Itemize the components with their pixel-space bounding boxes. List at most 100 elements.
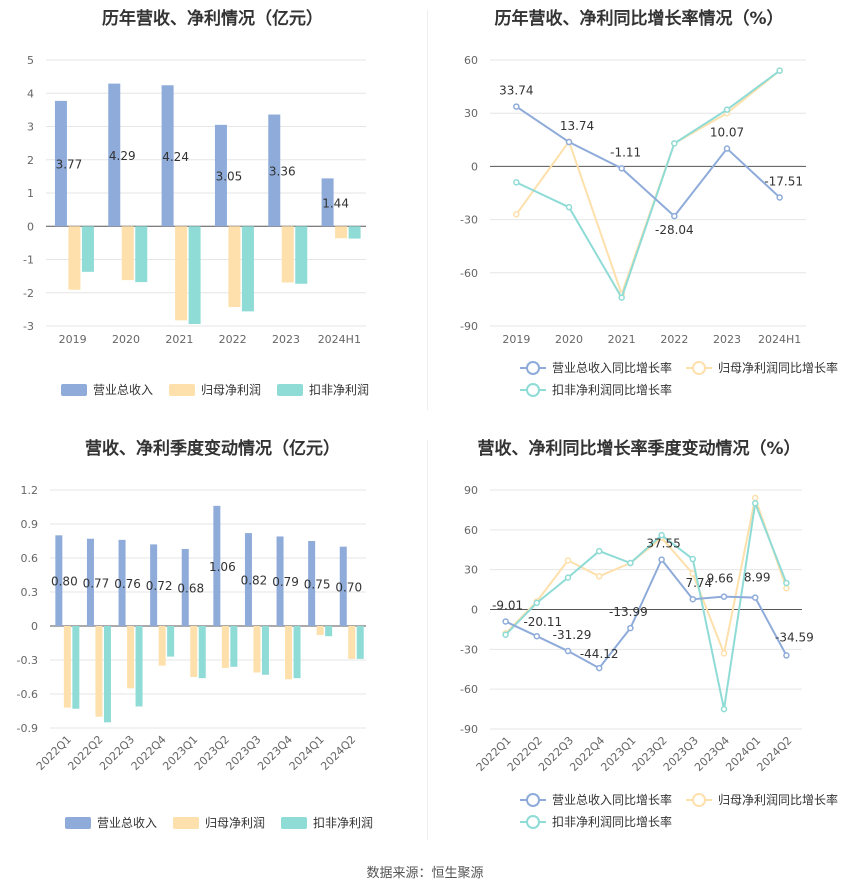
- y-tick-label: 1.2: [21, 484, 39, 497]
- divider: [427, 10, 428, 410]
- data-label: 0.70: [335, 580, 362, 594]
- data-point: [513, 103, 520, 110]
- y-tick-label: 0: [27, 220, 34, 233]
- data-point: [751, 500, 759, 507]
- bar: [325, 626, 333, 637]
- x-tick-label: 2021: [608, 333, 636, 346]
- y-tick-label: 1: [27, 187, 34, 200]
- data-point: [720, 705, 728, 713]
- y-tick-label: -90: [460, 320, 478, 333]
- annual-bar-chart-svg: 5 4 3 2 1 0 -1 -2 -3 2019 2020 2021 2022 2023 2024H1 3.…: [23, 54, 369, 397]
- bar: [181, 548, 189, 626]
- legend-label: 扣非净利润: [313, 816, 373, 830]
- y-tick-label: -3: [23, 320, 34, 333]
- y-tick-label: 60: [464, 524, 478, 537]
- data-label: 0.76: [114, 577, 141, 591]
- legend-label: 扣非净利润同比增长率: [552, 382, 672, 397]
- data-label: -31.29: [553, 628, 592, 642]
- annual-revenue-profit-chart: 历年营收、净利情况（亿元） 5 4 3 2 1 0 -1 -2 -3 2019 2020 2021 20…: [0, 0, 425, 410]
- bar: [321, 178, 334, 227]
- series-line: [515, 69, 781, 301]
- data-point: [513, 179, 520, 186]
- data-point: [533, 632, 541, 640]
- bar: [268, 114, 281, 227]
- y-tick-label: 2: [27, 154, 34, 167]
- bar: [55, 535, 63, 626]
- data-point: [564, 574, 572, 581]
- data-point: [783, 579, 790, 587]
- legend-marker: [692, 361, 706, 375]
- bar: [161, 85, 174, 227]
- annual-growth-rate-chart: 历年营收、净利同比增长率情况（%） 60 30 0 -30 -60 -90 2019 2020…: [428, 0, 850, 410]
- bar: [356, 626, 364, 659]
- data-label: -34.59: [775, 630, 814, 644]
- x-tick-label: 2023: [272, 333, 300, 346]
- y-tick-label: 30: [464, 107, 478, 120]
- data-label: 37.55: [646, 537, 680, 551]
- data-label: 3.77: [56, 158, 83, 172]
- bar: [118, 539, 126, 626]
- legend-marker: [526, 361, 540, 375]
- bar: [261, 626, 269, 675]
- bar: [348, 226, 361, 239]
- data-label: 0.82: [241, 574, 268, 588]
- annual-line-chart-svg: 60 30 0 -30 -60 -90 2019 2020 2021 2022 2023 2024H1…: [460, 54, 838, 397]
- data-point: [776, 67, 783, 74]
- x-tick-label: 2023: [713, 333, 741, 346]
- data-label: -20.11: [523, 615, 562, 629]
- y-tick-label: 3: [27, 121, 34, 134]
- y-tick-label: 4: [27, 87, 34, 100]
- data-label: -13.99: [609, 605, 648, 619]
- data-point: [783, 585, 790, 592]
- x-tick-label: 2024H1: [758, 333, 801, 346]
- chart-title: 营收、净利同比增长率季度变动情况（%）: [477, 439, 801, 459]
- data-point: [776, 194, 783, 201]
- y-tick-label: 60: [464, 54, 478, 67]
- data-label: -17.51: [764, 174, 803, 188]
- bar: [81, 226, 94, 272]
- bar: [54, 100, 67, 227]
- data-point: [723, 106, 731, 113]
- y-tick-label: 0: [471, 604, 478, 617]
- legend-label: 营业总收入: [97, 816, 157, 830]
- bar: [95, 626, 103, 717]
- legend-label: 扣非净利润同比增长率: [552, 814, 672, 829]
- data-point: [502, 631, 509, 638]
- bar: [241, 226, 254, 312]
- bar: [348, 626, 356, 659]
- y-tick-label: 90: [464, 484, 478, 497]
- data-label: 4.24: [162, 150, 189, 164]
- data-point: [565, 203, 573, 211]
- y-tick-label: 0: [31, 620, 38, 633]
- data-label: 1.06: [209, 560, 236, 574]
- y-tick-label: 0.3: [21, 586, 39, 599]
- data-label: 0.72: [146, 579, 173, 593]
- chart-title: 历年营收、净利同比增长率情况（%）: [494, 9, 784, 29]
- data-label: 33.74: [499, 84, 533, 98]
- data-label: -9.01: [492, 598, 523, 612]
- bar: [230, 626, 238, 667]
- data-point: [595, 573, 603, 580]
- y-tick-label: -60: [460, 683, 478, 696]
- bar: [293, 626, 301, 679]
- data-point: [564, 647, 572, 655]
- data-label: -1.11: [610, 145, 641, 159]
- bar: [214, 124, 227, 227]
- legend-label: 归母净利润同比增长率: [718, 792, 838, 807]
- data-point: [513, 211, 520, 218]
- bar: [150, 544, 158, 626]
- legend-label: 营业总收入同比增长率: [552, 792, 672, 807]
- bar: [281, 226, 294, 283]
- legend-label: 归母净利润: [205, 816, 265, 830]
- data-point: [689, 595, 697, 603]
- data-label: 3.36: [269, 164, 296, 178]
- data-point: [689, 555, 697, 563]
- legend-swatch: [65, 817, 91, 829]
- legend-marker: [526, 815, 540, 829]
- data-point: [783, 652, 790, 659]
- y-tick-label: -1: [23, 254, 34, 267]
- y-tick-label: -90: [460, 723, 478, 736]
- data-label: 10.07: [710, 126, 744, 140]
- data-label: 0.80: [51, 575, 78, 589]
- legend-marker: [692, 793, 706, 807]
